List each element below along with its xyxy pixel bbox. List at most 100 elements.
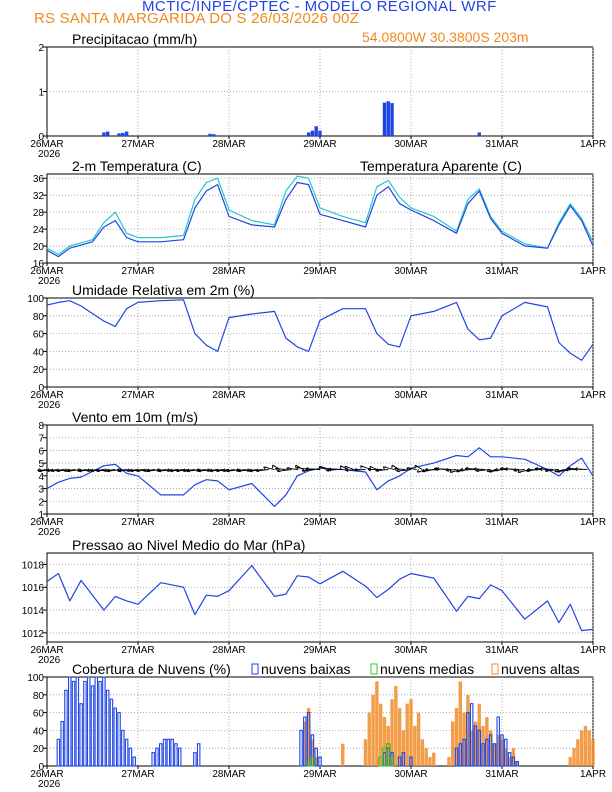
coordinates-label: 54.0800W 30.3800S 203m [362,29,529,45]
wind-arrow-head [146,468,150,472]
wind-arrow [375,469,389,472]
low-cloud-bar [166,738,171,767]
x-tick-label: 28MAR [212,139,245,150]
high-cloud-bar [587,730,591,766]
high-cloud-bar [428,757,432,766]
y-tick-label: 80 [33,312,45,323]
y-tick-label: 100 [27,673,44,684]
pressure-line [46,565,594,632]
wind-arrow-head [391,464,395,467]
wind-arrow-head [117,468,121,472]
y-tick-label: 60 [33,330,45,341]
y-tick-label: 1 [38,510,44,521]
low-cloud-bar [177,747,182,767]
wind-arrow-head [526,467,530,471]
x-tick-label: 29MAR [303,139,336,150]
wind-arrow-head [369,465,374,468]
precip-bar [105,131,110,136]
wind-arrow [46,469,59,472]
low-cloud-bar [488,734,493,767]
wind-arrow-head [37,468,40,471]
y-tick-label: 40 [33,347,45,358]
low-cloud-bar [511,756,516,767]
x-tick-label: 26MAR [30,517,63,528]
x-tick-label: 27MAR [121,266,154,277]
precip-bar [124,131,129,136]
x-tick-label: 27MAR [121,139,154,150]
x-year-label: 2026 [38,779,61,790]
precip-bar [318,130,322,136]
x-year-label: 2026 [38,527,61,538]
high-cloud-bar [458,681,462,766]
wind-arrow-head [513,468,517,471]
wind-arrow [136,469,150,472]
apparent-temperature-line [46,175,594,256]
low-cloud-bar [409,756,413,767]
y-tick-label: 80 [33,691,45,702]
low-cloud-bar [318,756,322,767]
wind-arrow-head [38,468,41,472]
wind-arrow-head [166,468,169,472]
wind-arrow-head [142,468,146,472]
y-tick-label: 40 [33,726,45,737]
wind-arrow [406,467,417,470]
x-tick-label: 26MAR [30,390,63,401]
wind-arrow [38,469,53,472]
x-tick-label: 1APR [580,645,606,656]
high-cloud-bar [451,721,455,766]
mid-cloud-bar [389,756,395,767]
x-tick-label: 1APR [580,517,606,528]
y-tick-label: 0 [38,383,44,394]
wind-arrow-head [465,466,469,469]
low-cloud-bar [496,716,500,767]
low-cloud-bar [75,676,80,767]
apparent-temperature-legend: Temperatura Aparente (C) [360,158,522,174]
low-cloud-bar [124,738,129,767]
y-tick-label: 20 [33,365,45,376]
wind-arrow [216,469,230,472]
low-cloud-bar [397,756,402,767]
high-cloud-bar [579,730,584,766]
x-year-label: 2026 [38,400,61,411]
high-cloud-bar [401,730,406,766]
low-cloud-bar [492,743,497,767]
wind-arrow-head [456,468,459,472]
x-tick-label: 29MAR [303,517,336,528]
x-tick-label: 31MAR [485,139,518,150]
x-year-label: 2026 [38,276,61,287]
wind-arrow-head [76,468,80,471]
wind-arrow-head [414,464,418,467]
wind-arrow-head [209,468,213,472]
y-tick-label: 24 [33,225,45,236]
low-cloud-bar [113,707,118,767]
wind-arrow-head [246,468,249,472]
low-cloud-bar [485,738,489,767]
wind-arrow-head [222,468,226,472]
wind-arrow-head [517,469,520,473]
high-cloud-bar [481,725,485,766]
precip-bar [382,102,387,136]
panel-2-title: 2-m Temperatura (C) [72,158,202,174]
wind-arrow-head [416,469,419,473]
x-tick-label: 28MAR [212,266,245,277]
precip-bar [117,133,121,136]
wind-arrow [237,469,252,472]
wind-arrow-head [535,467,539,469]
panel-4-title: Vento em 10m (m/s) [72,409,198,425]
legend-high-clouds-swatch [491,663,499,675]
y-tick-label: 1012 [22,629,45,640]
high-cloud-bar [394,685,398,766]
high-cloud-bar [568,757,572,766]
wind-arrow-head [255,468,259,472]
wind-arrow-head [544,468,548,472]
wind-arrow [246,469,258,472]
wind-arrow [396,469,412,472]
wind-arrow-head [106,468,110,472]
wind-arrow-head [272,464,276,467]
low-cloud-bar [454,747,459,767]
wind-arrow-head [197,468,201,472]
precip-bar [306,132,311,136]
x-tick-label: 1APR [580,769,606,780]
y-tick-label: 5 [38,459,44,470]
